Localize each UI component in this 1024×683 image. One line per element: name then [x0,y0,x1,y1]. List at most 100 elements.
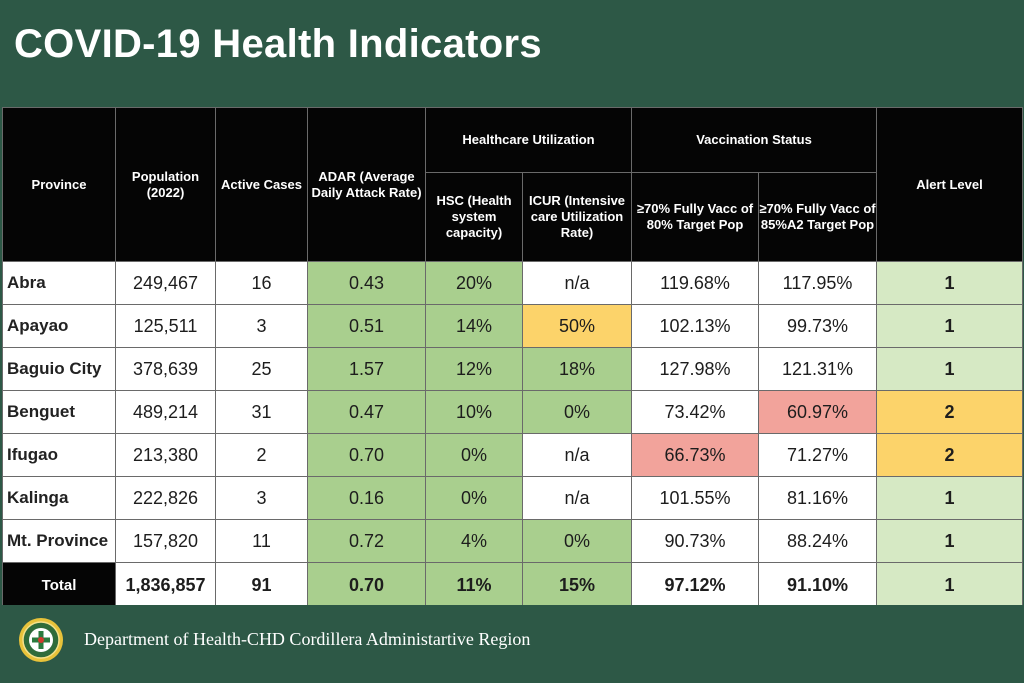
header-adar: ADAR (Average Daily Attack Rate) [307,107,426,262]
cell-province: Baguio City [2,347,116,391]
doh-seal-icon [18,617,64,663]
header-province: Province [2,107,116,262]
total-adar: 0.70 [307,562,426,608]
header-population: Population (2022) [115,107,216,262]
total-vacc-80: 97.12% [631,562,760,608]
cell-adar: 1.57 [307,347,426,391]
table-row: Ifugao 213,380 2 0.70 0% n/a 66.73% 71.2… [2,433,1024,477]
cell-population: 157,820 [115,519,216,563]
table-row: Baguio City 378,639 25 1.57 12% 18% 127.… [2,347,1024,391]
cell-vacc-80: 90.73% [631,519,760,563]
total-hsc: 11% [425,562,523,608]
cell-population: 213,380 [115,433,216,477]
header-vaccination-status: Vaccination Status [631,107,878,173]
cell-population: 249,467 [115,261,216,305]
cell-icur: n/a [521,476,633,520]
cell-adar: 0.72 [307,519,426,563]
cell-province: Ifugao [2,433,116,477]
cell-active-cases: 31 [215,390,308,434]
cell-alert-level: 1 [876,261,1024,305]
page-title: COVID-19 Health Indicators [14,22,542,66]
cell-vacc-85: 117.95% [758,261,878,305]
total-icur: 15% [521,562,633,608]
header-vacc-80: ≥70% Fully Vacc of 80% Target Pop [631,172,760,262]
cell-province: Apayao [2,304,116,348]
cell-vacc-85: 99.73% [758,304,878,348]
cell-vacc-85: 88.24% [758,519,878,563]
cell-adar: 0.70 [307,433,426,477]
cell-vacc-80: 101.55% [631,476,760,520]
table-row: Mt. Province 157,820 11 0.72 4% 0% 90.73… [2,519,1024,563]
cell-population: 222,826 [115,476,216,520]
cell-hsc: 12% [425,347,523,391]
cell-population: 125,511 [115,304,216,348]
total-label: Total [2,562,116,608]
cell-icur: n/a [521,261,633,305]
cell-alert-level: 2 [876,390,1024,434]
indicators-table: Province Population (2022) Active Cases … [2,107,1024,608]
cell-icur: 0% [521,390,633,434]
cell-hsc: 14% [425,304,523,348]
cell-adar: 0.47 [307,390,426,434]
cell-vacc-80: 119.68% [631,261,760,305]
cell-hsc: 4% [425,519,523,563]
table-row: Benguet 489,214 31 0.47 10% 0% 73.42% 60… [2,390,1024,434]
cell-vacc-80: 102.13% [631,304,760,348]
cell-alert-level: 2 [876,433,1024,477]
footer: Department of Health-CHD Cordillera Admi… [0,605,1024,683]
cell-vacc-85: 81.16% [758,476,878,520]
total-population: 1,836,857 [115,562,216,608]
cell-icur: 0% [521,519,633,563]
cell-active-cases: 2 [215,433,308,477]
cell-active-cases: 11 [215,519,308,563]
cell-alert-level: 1 [876,519,1024,563]
cell-active-cases: 25 [215,347,308,391]
cell-alert-level: 1 [876,476,1024,520]
cell-province: Benguet [2,390,116,434]
header-row-2: HSC (Health system capacity) ICUR (Inten… [3,172,1023,262]
cell-province: Abra [2,261,116,305]
cell-hsc: 0% [425,433,523,477]
cell-adar: 0.43 [307,261,426,305]
cell-active-cases: 16 [215,261,308,305]
cell-icur: 18% [521,347,633,391]
header-healthcare-utilization: Healthcare Utilization [424,107,633,173]
cell-active-cases: 3 [215,476,308,520]
cell-province: Kalinga [2,476,116,520]
total-vacc-85: 91.10% [758,562,878,608]
header-row-1: Province Population (2022) Active Cases … [2,107,1024,262]
cell-population: 489,214 [115,390,216,434]
cell-population: 378,639 [115,347,216,391]
cell-hsc: 10% [425,390,523,434]
table-row: Abra 249,467 16 0.43 20% n/a 119.68% 117… [2,261,1024,305]
total-active-cases: 91 [215,562,308,608]
cell-province: Mt. Province [2,519,116,563]
cell-vacc-85: 71.27% [758,433,878,477]
cell-vacc-80: 66.73% [631,433,760,477]
table-row: Apayao 125,511 3 0.51 14% 50% 102.13% 99… [2,304,1024,348]
cell-icur: 50% [521,304,633,348]
cell-hsc: 20% [425,261,523,305]
footer-text: Department of Health-CHD Cordillera Admi… [84,629,531,649]
total-alert-level: 1 [876,562,1024,608]
cell-vacc-85: 121.31% [758,347,878,391]
header-alert-level: Alert Level [876,107,1024,262]
cell-active-cases: 3 [215,304,308,348]
table-row: Kalinga 222,826 3 0.16 0% n/a 101.55% 81… [2,476,1024,520]
cell-vacc-80: 127.98% [631,347,760,391]
cell-alert-level: 1 [876,304,1024,348]
cell-hsc: 0% [425,476,523,520]
header-active-cases: Active Cases [215,107,308,262]
header-hsc: HSC (Health system capacity) [425,172,523,262]
header-icur: ICUR (Intensive care Utilization Rate) [521,172,633,262]
cell-alert-level: 1 [876,347,1024,391]
cell-adar: 0.16 [307,476,426,520]
header-vacc-85: ≥70% Fully Vacc of 85%A2 Target Pop [758,172,878,262]
total-row: Total 1,836,857 91 0.70 11% 15% 97.12% 9… [2,562,1024,608]
cell-vacc-80: 73.42% [631,390,760,434]
cell-adar: 0.51 [307,304,426,348]
indicators-table-wrap: Province Population (2022) Active Cases … [2,107,1024,608]
cell-vacc-85: 60.97% [758,390,878,434]
cell-icur: n/a [521,433,633,477]
